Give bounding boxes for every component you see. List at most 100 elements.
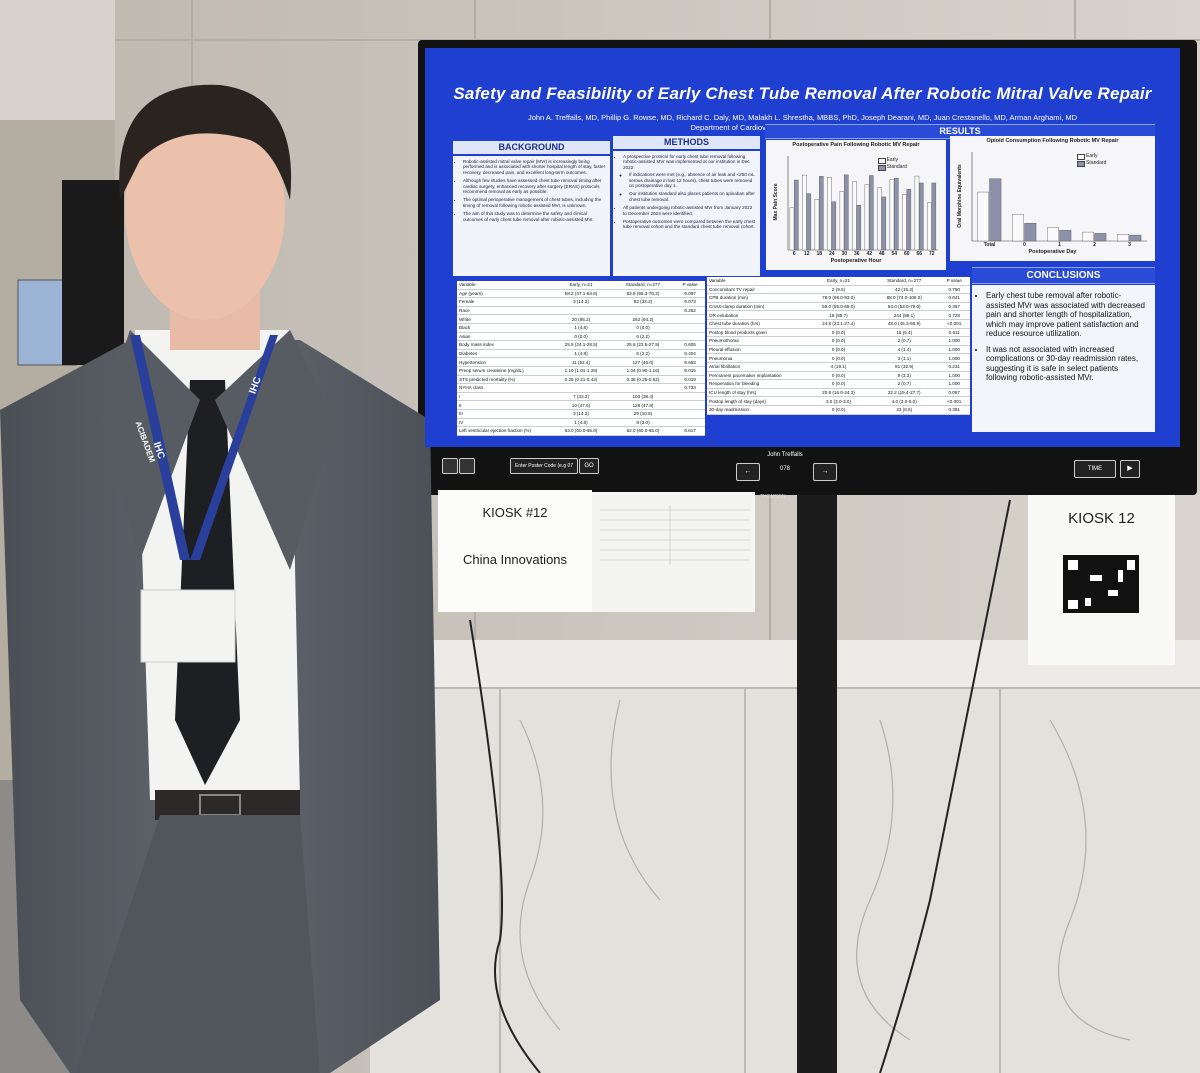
table-row: Preop serum creatinine (mg/dL) 1.10 (1.01…	[457, 366, 705, 376]
bar-illustration	[881, 196, 887, 251]
table-cell: 15 (5.4)	[870, 328, 939, 338]
bullet-list: Robotic-assisted mitral valve repair (MV…	[463, 159, 606, 222]
table-cell: 0.750	[938, 285, 970, 295]
bar-illustration	[864, 184, 870, 251]
table-cell: 62.0 (60.0-65.0)	[610, 426, 676, 436]
table-cell: 0.38 (0.25-0.62)	[610, 375, 676, 385]
bar-illustration	[1012, 214, 1025, 242]
table-cell: 1 (4.8)	[551, 323, 611, 333]
bullet: Early chest tube removal after robotic-a…	[986, 291, 1149, 339]
chart-plot	[971, 152, 1147, 242]
time-button[interactable]: TIME	[1074, 460, 1116, 478]
poster-title: Safety and Feasibility of Early Chest Tu…	[453, 84, 1152, 103]
table-cell: Pneumonia	[707, 353, 807, 363]
table-cell: Race	[457, 306, 552, 316]
table-row: OR extubation 18 (85.7) 244 (88.1) 0.728	[707, 310, 970, 320]
bar-illustration	[914, 175, 920, 251]
table-cell	[675, 314, 705, 324]
poster-number: 078	[779, 466, 790, 472]
table-cell: 0.605	[675, 340, 705, 350]
x-tick-label: 3	[1128, 242, 1131, 248]
bar-illustration	[789, 207, 795, 251]
table-cell: 1 (4.8)	[551, 349, 611, 359]
table-cell: CPB duration (min)	[707, 293, 807, 303]
table-cell: White	[457, 314, 552, 324]
table-row: Body mass index 25.5 (24.1-28.5) 25.6 (23.…	[457, 340, 705, 350]
table-row: Female 3 (14.3) 92 (33.2) 0.073	[457, 297, 705, 307]
table-cell: 20 (95.2)	[551, 314, 611, 324]
table-cell: <0.001	[938, 396, 970, 406]
table-cell: Early, n=21	[551, 281, 611, 290]
table-row: Left ventricular ejection fraction (%) 63…	[457, 426, 705, 436]
bar-illustration	[856, 205, 862, 251]
background-box: Robotic-assisted mitral valve repair (MV…	[453, 156, 610, 276]
table-cell: Preop serum creatinine (mg/dL)	[457, 366, 552, 376]
table-cell	[675, 409, 705, 419]
table-cell: 0 (0.0)	[806, 405, 871, 415]
bullet: The aim of this study was to determine t…	[463, 211, 606, 222]
table-cell	[675, 418, 705, 428]
table-cell: 63.0 (60.0-65.0)	[551, 426, 611, 436]
control-bar: Enter Poster Code (e.g 07 GO John Treffa…	[436, 452, 1180, 488]
bullet: Postoperative outcomes were compared bet…	[623, 219, 756, 230]
table-cell: OR extubation	[707, 310, 807, 320]
table-cell: 0.733	[675, 383, 705, 393]
table-cell: 1 (4.8)	[551, 418, 611, 428]
table-cell: 18 (85.7)	[806, 310, 871, 320]
back-button[interactable]	[459, 458, 475, 474]
bar-illustration	[839, 191, 845, 251]
go-button[interactable]: GO	[579, 458, 599, 474]
table-cell: Postop blood products given	[707, 328, 807, 338]
table-cell: 1.000	[938, 371, 970, 381]
table-row: III 3 (14.3) 29 (10.8)	[457, 409, 705, 419]
table-cell	[675, 392, 705, 402]
legend-swatch	[877, 158, 886, 164]
table-cell: Female	[457, 297, 552, 307]
table-row: Black 1 (4.8) 0 (0.0)	[457, 323, 705, 333]
chart-title: Opioid Consumption Following Robotic MV …	[986, 138, 1119, 144]
table-cell: 2 (0.7)	[870, 379, 939, 389]
table-cell: P value	[675, 281, 705, 290]
table-cell: 0.252	[675, 306, 705, 316]
home-button[interactable]	[442, 458, 458, 474]
table-cell: 58.2 (47.1-64.6)	[551, 289, 611, 299]
bar-illustration	[906, 189, 912, 251]
table-cell: 0 (0.0)	[806, 353, 871, 363]
table-cell: 23 (8.6)	[870, 405, 939, 415]
sub-bullet: Our institution standard also places pat…	[629, 191, 756, 202]
opioid-chart: Opioid Consumption Following Robotic MV …	[950, 136, 1155, 261]
x-tick-label: 12	[803, 251, 810, 257]
x-tick-label: Total	[983, 242, 996, 248]
play-button[interactable]: ▶	[1120, 460, 1140, 478]
table-cell: 0.367	[938, 302, 970, 312]
table-cell: 6 (2.2)	[610, 332, 676, 342]
table-cell: IV	[457, 418, 552, 428]
x-axis-label: Postoperative Day	[1028, 249, 1077, 255]
table-cell: I	[457, 392, 552, 402]
next-button[interactable]: →	[813, 463, 837, 481]
table-cell: 1.10 (1.01-1.25)	[551, 366, 611, 376]
table-row: Hypertension 11 (52.4) 127 (46.0) 0.653	[457, 357, 705, 367]
table-row: NYHA class 0.733	[457, 383, 705, 393]
x-tick-label: 48	[878, 251, 885, 257]
table-cell: 0.611	[938, 328, 970, 338]
table-cell: 88.0 (74.0-106.0)	[870, 293, 939, 303]
bar-illustration	[931, 182, 937, 251]
table-row: Reoperation for bleeding 0 (0.0) 2 (0.7) 1.…	[707, 379, 970, 389]
table-cell	[675, 332, 705, 342]
table-row: Atrial fibrillation 4 (19.1) 91 (32.9) 0.23…	[707, 362, 970, 372]
table-row: Postop length of stay (days) 3.0 (3.0-3.0…	[707, 396, 970, 406]
legend-swatch	[1077, 161, 1086, 167]
table-cell: 0 (0.0)	[806, 328, 871, 338]
table-cell: Reoperation for bleeding	[707, 379, 807, 389]
prev-button[interactable]: ←	[736, 463, 760, 481]
table-cell: 59.0 (55.0-69.0)	[806, 302, 871, 312]
table-cell: 0.25 (0.21-0.42)	[551, 375, 611, 385]
table-cell: ICU length of stay (hrs)	[707, 388, 807, 398]
bar-illustration	[852, 181, 857, 251]
poster-code-input[interactable]: Enter Poster Code (e.g 07	[510, 458, 578, 474]
table-cell: Permanent pacemaker implantation	[707, 371, 807, 381]
bar-illustration	[1024, 222, 1037, 242]
table-cell: 0 (0.0)	[806, 379, 871, 389]
